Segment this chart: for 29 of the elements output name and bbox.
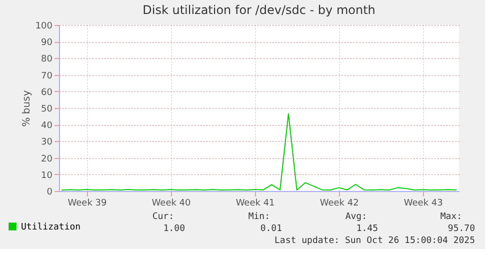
x-tick-label: Week 39 (68, 198, 107, 208)
y-tick-label: 40 (41, 121, 53, 132)
text: Cur: (152, 212, 174, 222)
text: Avg: (345, 212, 367, 222)
y-tick-label: 70 (41, 71, 53, 82)
y-tick-label: 10 (41, 170, 53, 181)
text: 1.00 (163, 224, 185, 234)
text: Last update: Sun Oct 26 15:00:04 2025 (274, 236, 475, 246)
y-tick-label: 80 (41, 54, 53, 65)
y-tick-label: 60 (41, 88, 53, 98)
y-tick-label: 100 (35, 22, 53, 32)
text: 1.45 (356, 224, 378, 234)
x-tick-label: Week 41 (236, 198, 275, 208)
text: Max: (440, 212, 462, 222)
x-tick-label: Week 40 (152, 198, 192, 208)
text: 95.70 (448, 224, 475, 234)
y-tick-label: 20 (41, 154, 53, 164)
x-tick-label: Week 42 (320, 198, 359, 208)
legend-label: Utilization (21, 222, 81, 232)
line-series (61, 113, 457, 191)
y-tick-label: 50 (41, 104, 53, 114)
y-tick-label: 90 (41, 38, 53, 48)
y-tick-label: 30 (41, 138, 53, 148)
y-axis-title: % busy (21, 90, 32, 127)
y-tick-label: 0 (46, 188, 53, 198)
text: 0.01 (260, 224, 282, 234)
chart-title: Disk utilization for /dev/sdc - by month (142, 3, 376, 17)
text: Min: (248, 212, 270, 222)
x-tick-label: Week 43 (404, 198, 443, 208)
